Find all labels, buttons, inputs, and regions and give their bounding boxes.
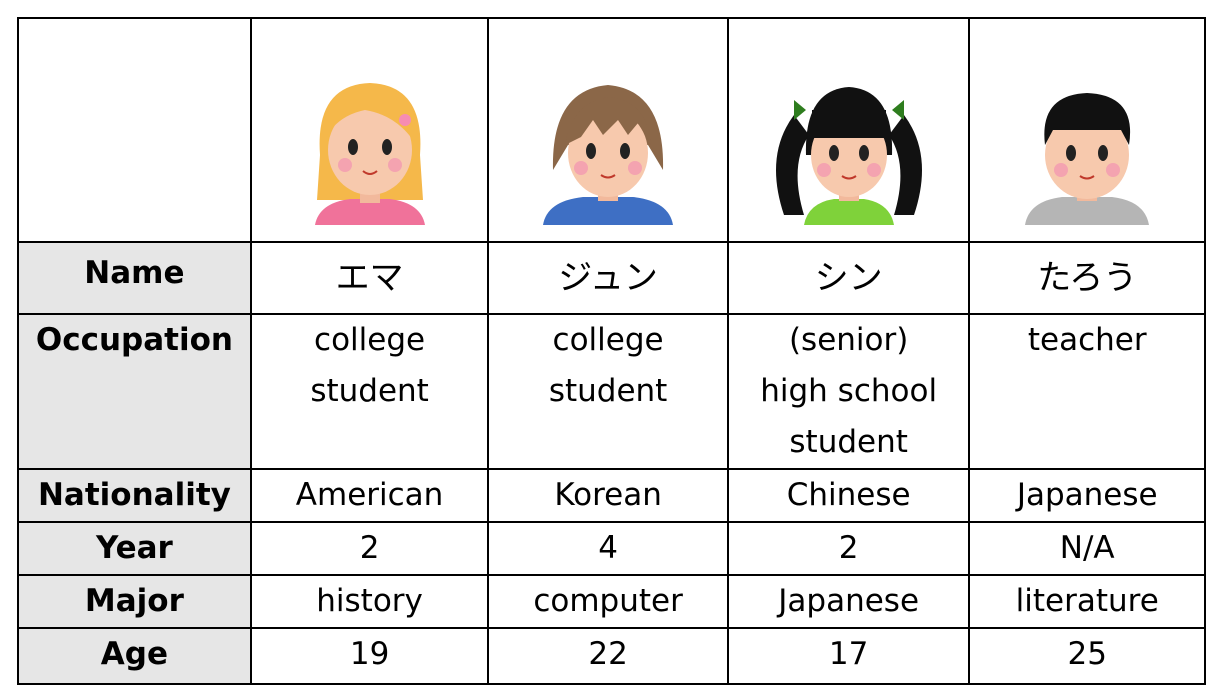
cell-text: student bbox=[310, 373, 429, 409]
cell-text: literature bbox=[1015, 583, 1159, 619]
row-header: Age bbox=[17, 627, 252, 685]
cell-text: computer bbox=[533, 583, 683, 619]
cell-text: college bbox=[552, 322, 664, 358]
table-cell: 22 bbox=[487, 627, 729, 685]
avatar bbox=[1025, 93, 1150, 225]
cell-text: Japanese bbox=[1016, 477, 1158, 513]
row-header: Occupation bbox=[17, 313, 252, 470]
cell-text: student bbox=[789, 424, 908, 460]
table-cell: (senior) high school student bbox=[726, 313, 971, 470]
cell-text: シン bbox=[814, 258, 883, 298]
avatar-row bbox=[17, 17, 1206, 243]
empty-cell bbox=[17, 17, 252, 243]
table-row: Occupation college student college student (s… bbox=[17, 313, 1206, 470]
cell-text: college bbox=[314, 322, 426, 358]
cell-text: American bbox=[295, 477, 444, 513]
avatar bbox=[775, 87, 922, 225]
table-cell: computer bbox=[487, 574, 729, 629]
profile-table: Name エマ ジュン シン たろう Occupation college student co… bbox=[17, 17, 1206, 685]
cell-text: 25 bbox=[1067, 636, 1107, 672]
table-cell: 4 bbox=[487, 521, 729, 576]
table-cell: Japanese bbox=[968, 468, 1206, 523]
avatar-cell bbox=[726, 17, 971, 243]
table-cell: Japanese bbox=[726, 574, 971, 629]
cell-text: Chinese bbox=[786, 477, 911, 513]
table-row: Name エマ ジュン シン たろう bbox=[17, 241, 1206, 315]
cell-text: Korean bbox=[554, 477, 662, 513]
table-cell: ジュン bbox=[487, 241, 729, 315]
table-cell: college student bbox=[487, 313, 729, 470]
cell-text: history bbox=[316, 583, 423, 619]
table-cell: たろう bbox=[968, 241, 1206, 315]
avatar bbox=[314, 83, 425, 225]
avatar-cell bbox=[487, 17, 729, 243]
table-cell: literature bbox=[968, 574, 1206, 629]
table-cell: 17 bbox=[726, 627, 971, 685]
cell-text: teacher bbox=[1027, 322, 1147, 358]
table-cell: N/A bbox=[968, 521, 1206, 576]
avatar-cell bbox=[968, 17, 1206, 243]
row-header: Name bbox=[17, 241, 252, 315]
cell-text: (senior) bbox=[788, 322, 909, 358]
cell-text: たろう bbox=[1037, 258, 1138, 298]
avatar-cell bbox=[249, 17, 490, 243]
table-cell: 2 bbox=[249, 521, 490, 576]
table-cell: history bbox=[249, 574, 490, 629]
table-cell: エマ bbox=[249, 241, 490, 315]
row-header: Major bbox=[17, 574, 252, 629]
table-cell: college student bbox=[249, 313, 490, 470]
cell-text: 2 bbox=[359, 530, 380, 566]
cell-text: Japanese bbox=[778, 583, 920, 619]
cell-text: 2 bbox=[838, 530, 859, 566]
table-cell: American bbox=[249, 468, 490, 523]
cell-text: 17 bbox=[828, 636, 869, 672]
table-cell: 19 bbox=[249, 627, 490, 685]
avatar bbox=[543, 85, 674, 225]
table-cell: 25 bbox=[968, 627, 1206, 685]
table-cell: Korean bbox=[487, 468, 729, 523]
row-header: Year bbox=[17, 521, 252, 576]
table-cell: Chinese bbox=[726, 468, 971, 523]
cell-text: ジュン bbox=[558, 258, 658, 298]
cell-text: 4 bbox=[598, 530, 618, 566]
table-cell: teacher bbox=[968, 313, 1206, 470]
table-cell: 2 bbox=[726, 521, 971, 576]
cell-text: エマ bbox=[335, 258, 404, 298]
table-body: Name エマ ジュン シン たろう Occupation college student co… bbox=[17, 17, 1206, 685]
cell-text: high school bbox=[760, 373, 938, 409]
table-row: Nationality American Korean Chinese Japanese bbox=[17, 468, 1206, 523]
cell-text: 22 bbox=[588, 636, 628, 672]
row-header: Nationality bbox=[17, 468, 252, 523]
table-row: Major history computer Japanese literature bbox=[17, 574, 1206, 629]
table-cell: シン bbox=[726, 241, 971, 315]
table-row: Age 19 22 17 25 bbox=[17, 627, 1206, 685]
table-row: Year 2 4 2 N/A bbox=[17, 521, 1206, 576]
cell-text: student bbox=[548, 373, 668, 409]
cell-text: N/A bbox=[1059, 530, 1115, 566]
cell-text: 19 bbox=[349, 636, 390, 672]
